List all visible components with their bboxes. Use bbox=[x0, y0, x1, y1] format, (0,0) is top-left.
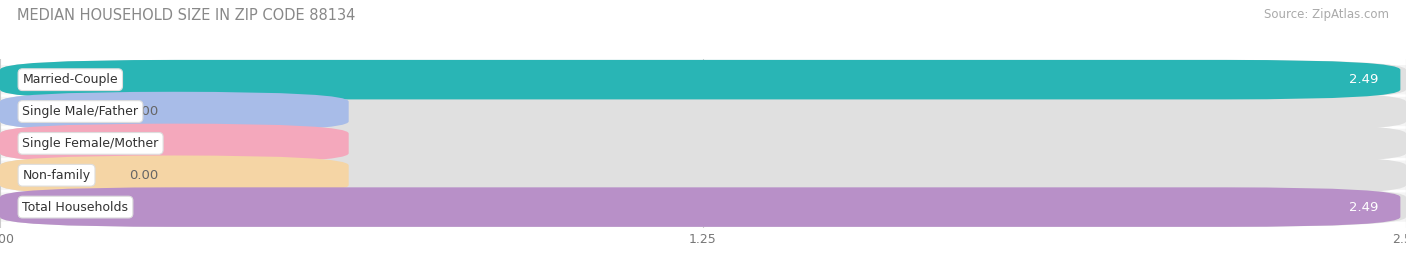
FancyBboxPatch shape bbox=[0, 60, 1400, 99]
FancyBboxPatch shape bbox=[0, 97, 1406, 126]
Text: Non-family: Non-family bbox=[22, 169, 90, 182]
Text: Married-Couple: Married-Couple bbox=[22, 73, 118, 86]
FancyBboxPatch shape bbox=[0, 155, 1406, 195]
FancyBboxPatch shape bbox=[0, 65, 1406, 94]
FancyBboxPatch shape bbox=[0, 129, 1406, 158]
FancyBboxPatch shape bbox=[0, 161, 1406, 190]
Text: 0.00: 0.00 bbox=[129, 137, 159, 150]
FancyBboxPatch shape bbox=[0, 60, 1406, 99]
FancyBboxPatch shape bbox=[0, 124, 1406, 163]
Text: Source: ZipAtlas.com: Source: ZipAtlas.com bbox=[1264, 8, 1389, 21]
Text: Single Female/Mother: Single Female/Mother bbox=[22, 137, 159, 150]
FancyBboxPatch shape bbox=[0, 187, 1406, 227]
Text: MEDIAN HOUSEHOLD SIZE IN ZIP CODE 88134: MEDIAN HOUSEHOLD SIZE IN ZIP CODE 88134 bbox=[17, 8, 356, 23]
Text: 0.00: 0.00 bbox=[129, 169, 159, 182]
Text: Total Households: Total Households bbox=[22, 200, 128, 214]
Text: 2.49: 2.49 bbox=[1348, 73, 1378, 86]
Text: Single Male/Father: Single Male/Father bbox=[22, 105, 139, 118]
FancyBboxPatch shape bbox=[0, 92, 1406, 131]
FancyBboxPatch shape bbox=[0, 187, 1400, 227]
FancyBboxPatch shape bbox=[0, 155, 349, 195]
FancyBboxPatch shape bbox=[0, 192, 1406, 222]
FancyBboxPatch shape bbox=[0, 92, 349, 131]
FancyBboxPatch shape bbox=[0, 124, 349, 163]
Text: 2.49: 2.49 bbox=[1348, 200, 1378, 214]
Text: 0.00: 0.00 bbox=[129, 105, 159, 118]
